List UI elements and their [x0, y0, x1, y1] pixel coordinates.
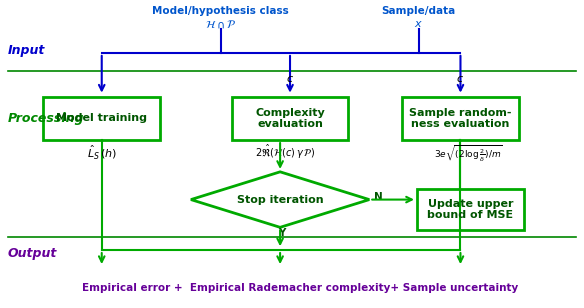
Text: Output: Output	[8, 247, 57, 260]
Text: $x$: $x$	[415, 19, 423, 29]
Text: $c$: $c$	[286, 74, 294, 84]
Text: $\hat{L}_S\,(h)$: $\hat{L}_S\,(h)$	[86, 143, 117, 161]
Text: Complexity
evaluation: Complexity evaluation	[255, 107, 325, 129]
Text: Sample random-
ness evaluation: Sample random- ness evaluation	[409, 107, 512, 129]
FancyBboxPatch shape	[43, 96, 160, 140]
FancyBboxPatch shape	[402, 96, 519, 140]
Text: Update upper
bound of MSE: Update upper bound of MSE	[427, 199, 513, 220]
Text: Processing: Processing	[8, 112, 84, 125]
FancyBboxPatch shape	[417, 189, 524, 230]
Text: Sample/data: Sample/data	[382, 6, 456, 16]
Text: $c$: $c$	[457, 74, 464, 84]
FancyBboxPatch shape	[231, 96, 349, 140]
Text: Stop iteration: Stop iteration	[237, 195, 324, 205]
Text: Model training: Model training	[56, 113, 147, 123]
Text: Input: Input	[8, 44, 45, 57]
Text: $\mathcal{H} \cap \mathcal{P}$: $\mathcal{H} \cap \mathcal{P}$	[205, 18, 237, 30]
Text: Model/hypothesis class: Model/hypothesis class	[152, 6, 289, 16]
Text: $2\hat{\mathfrak{R}}(\mathcal{H}(c)\,\gamma\,\mathcal{P})$: $2\hat{\mathfrak{R}}(\mathcal{H}(c)\,\ga…	[255, 143, 315, 161]
Text: $3e\sqrt{(2\log\frac{2}{\delta})/m}$: $3e\sqrt{(2\log\frac{2}{\delta})/m}$	[434, 143, 503, 163]
Text: Y: Y	[279, 228, 286, 238]
Text: Empirical error +  Empirical Rademacher complexity+ Sample uncertainty: Empirical error + Empirical Rademacher c…	[82, 283, 518, 293]
Text: N: N	[374, 192, 383, 202]
